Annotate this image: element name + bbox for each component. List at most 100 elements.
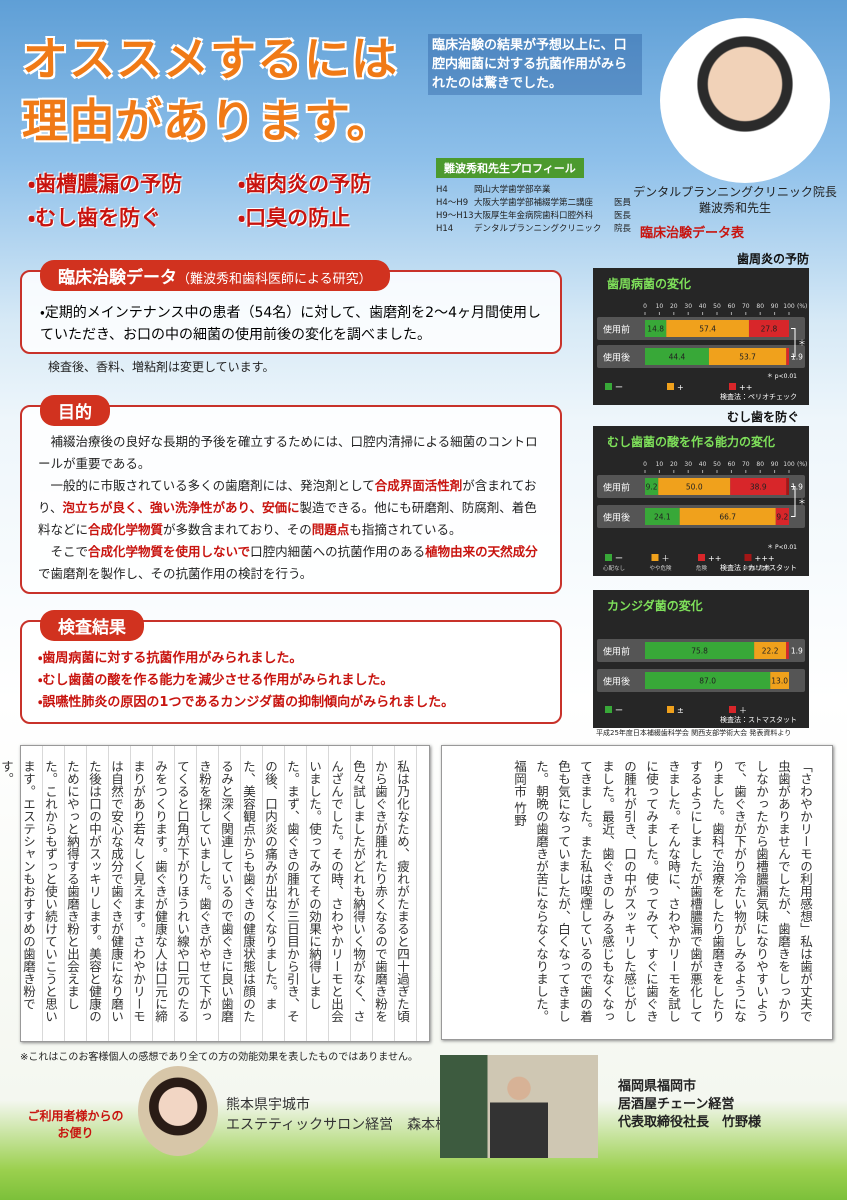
x-tick-label: 20 xyxy=(670,303,678,310)
x-tick-label: 40 xyxy=(699,303,707,310)
x-tick-label: 100 xyxy=(783,461,795,468)
value-label: 13.0 xyxy=(771,677,788,686)
significance-mark: ＊ xyxy=(798,498,806,507)
legend-swatch xyxy=(605,383,612,390)
highlight: 泡立ちが良く、強い洗浄性があり、安価に xyxy=(62,500,300,515)
section: 検査結果 ・歯周病菌に対する抗菌作用がみられました。 ・むし歯菌の酸を作る能力を減… xyxy=(20,610,562,724)
headline-line: 理由があります。 xyxy=(22,94,394,148)
signature: 熊本県宇城市 エステティックサロン経営 森本様 xyxy=(226,1095,449,1135)
legend-label: ー xyxy=(615,383,623,392)
bar-segment xyxy=(645,642,755,659)
bar-segment xyxy=(658,478,731,495)
text: 製造できる。他にも研磨剤、防腐剤、着色料などに xyxy=(38,500,537,537)
caption-line: 難波秀和先生 xyxy=(698,201,771,215)
chart-footnote: 検査法：カリオスタット xyxy=(720,563,797,572)
x-tick-label: 20 xyxy=(670,461,678,468)
legend-swatch xyxy=(605,706,612,713)
value-label: 22.2 xyxy=(762,647,779,656)
charts-title: 臨床治験データ表 xyxy=(640,226,745,241)
paragraph: 一般的に市販されている多くの歯磨剤には、発泡剤として合成界面活性剤が含まれており… xyxy=(38,475,548,541)
result-item: ・誤嚥性肺炎の原因の1つであるカンジダ菌の抑制傾向がみられました。 xyxy=(38,695,455,710)
profile: 難波秀和先生プロフィール H4 岡山大学歯学部卒業 H4〜H9 大阪大学歯学部補綴学第… xyxy=(436,158,631,236)
text: 補綴治療後の良好な長期的予後を確立するためには、口腔内清掃による細菌のコントロー… xyxy=(38,434,538,471)
value-label: 66.7 xyxy=(719,513,736,522)
section-title: 検査結果 xyxy=(40,610,144,641)
person xyxy=(490,1073,548,1158)
value-label: 27.8 xyxy=(761,325,778,334)
chart-footnote: 検査法：ストマスタット xyxy=(720,715,797,724)
value-label: 53.7 xyxy=(739,353,756,362)
profile-cell: 大阪厚生年金病院歯科口腔外科 xyxy=(474,211,594,221)
text: が多数含まれており、その xyxy=(163,522,312,537)
profile-cell: 岡山大学歯学部卒業 xyxy=(474,185,551,195)
letter: 私は乃化なため、疲れがたまると四十過ぎた頃から歯ぐきが腫れたり赤くなるので歯磨き… xyxy=(0,745,430,1042)
headline-line: オススメするには xyxy=(22,32,398,86)
bar-segment xyxy=(679,508,776,525)
text: 一般的に市販されている多くの歯磨剤には、発泡剤として xyxy=(50,478,375,493)
section-title: 目的 xyxy=(40,395,110,426)
legend-swatch xyxy=(744,554,752,561)
sign-line: 熊本県宇城市 xyxy=(226,1097,310,1113)
profile-rows: H4 岡山大学歯学部卒業 H4〜H9 大阪大学歯学部補綴学第二講座 医員 H9〜H13 大阪… xyxy=(436,184,631,236)
text: 口腔内細菌への抗菌作用のある xyxy=(250,544,426,559)
legend-note: 危険 xyxy=(696,564,708,572)
profile-cell: 医長 xyxy=(613,211,631,221)
profile-cell: 院長 xyxy=(613,224,631,234)
value-label: 50.0 xyxy=(686,483,703,492)
bar-segment xyxy=(730,478,787,495)
text: が含まれており、 xyxy=(38,478,537,515)
letter-text: 私は乃化なため、疲れがたまると四十過ぎた頃から歯ぐきが腫れたり赤くなるので歯磨き… xyxy=(0,760,410,1023)
section-title: 臨床治験データ（難波秀和歯科医師による研究） xyxy=(40,260,390,291)
category-label: 使用前 xyxy=(603,482,630,494)
value-label: 9.2 xyxy=(646,483,658,492)
bar-segment xyxy=(786,348,789,365)
doctor-caption: デンタルプランニングクリニック院長 難波秀和先生 xyxy=(630,184,840,216)
benefit: ・口臭の防止 xyxy=(238,206,351,230)
profile-title: 難波秀和先生プロフィール xyxy=(436,158,584,178)
bar-segment xyxy=(770,672,789,689)
doctor-photo xyxy=(660,18,830,183)
legend-swatch xyxy=(667,706,674,713)
profile-row: H14 デンタルプランニングクリニック 院長 xyxy=(436,223,631,236)
paragraph: そこで合成化学物質を使用しないで口腔内細菌への抗菌作用のある植物由来の天然成分で… xyxy=(38,541,548,585)
legend-swatch xyxy=(729,706,736,713)
x-tick-label: 40 xyxy=(699,461,707,468)
highlight: 合成化学物質 xyxy=(88,522,164,537)
legend-note: 非常に危険 xyxy=(743,564,771,572)
x-tick-label: 10 xyxy=(656,461,664,468)
chart-heading: 歯周炎の予防 xyxy=(737,252,810,266)
value-label: 1.9 xyxy=(791,647,803,656)
chart-footnote: ＊ P<0.01 xyxy=(767,544,797,551)
value-label: 75.8 xyxy=(691,647,708,656)
profile-cell: デンタルプランニングクリニック xyxy=(474,224,602,234)
legend-label: +++ xyxy=(755,554,775,563)
section-body: 補綴治療後の良好な長期的予後を確立するためには、口腔内清掃による細菌のコントロー… xyxy=(38,431,548,585)
chart-heading: むし歯を防ぐ xyxy=(727,410,800,424)
benefit: ・歯肉炎の予防 xyxy=(238,172,372,196)
text: で歯磨剤を製作し、その抗菌作用の検討を行う。 xyxy=(38,566,313,581)
sign-line: 代表取締役社長 竹野様 xyxy=(618,1115,762,1130)
bar-segment xyxy=(645,508,680,525)
chart-footnote: 検査法：ペリオチェック xyxy=(720,392,797,401)
significance-bracket xyxy=(791,328,796,357)
result-item: ・歯周病菌に対する抗菌作用がみられました。 xyxy=(38,651,303,666)
legend-swatch xyxy=(667,383,674,390)
x-tick-label: 90 xyxy=(771,303,779,310)
legend-swatch xyxy=(651,554,659,561)
voice-label: ご利用者様からの お便り xyxy=(18,1108,133,1142)
legend-swatch xyxy=(698,554,705,561)
caption-line: デンタルプランニングクリニック院長 xyxy=(633,185,837,199)
value-label: 1.9 xyxy=(791,353,803,362)
value-label: 87.0 xyxy=(699,677,716,686)
sign-line: 福岡県福岡市 xyxy=(618,1079,697,1094)
bar-segment xyxy=(748,320,789,337)
chart-title: 歯周病菌の変化 xyxy=(607,276,691,291)
x-tick-label: 70 xyxy=(742,303,750,310)
value-label: 14.8 xyxy=(647,325,664,334)
x-tick-label: 80 xyxy=(756,303,764,310)
bar-segment xyxy=(754,642,787,659)
customer-photo xyxy=(440,1055,598,1158)
category-label: 使用後 xyxy=(603,352,630,364)
